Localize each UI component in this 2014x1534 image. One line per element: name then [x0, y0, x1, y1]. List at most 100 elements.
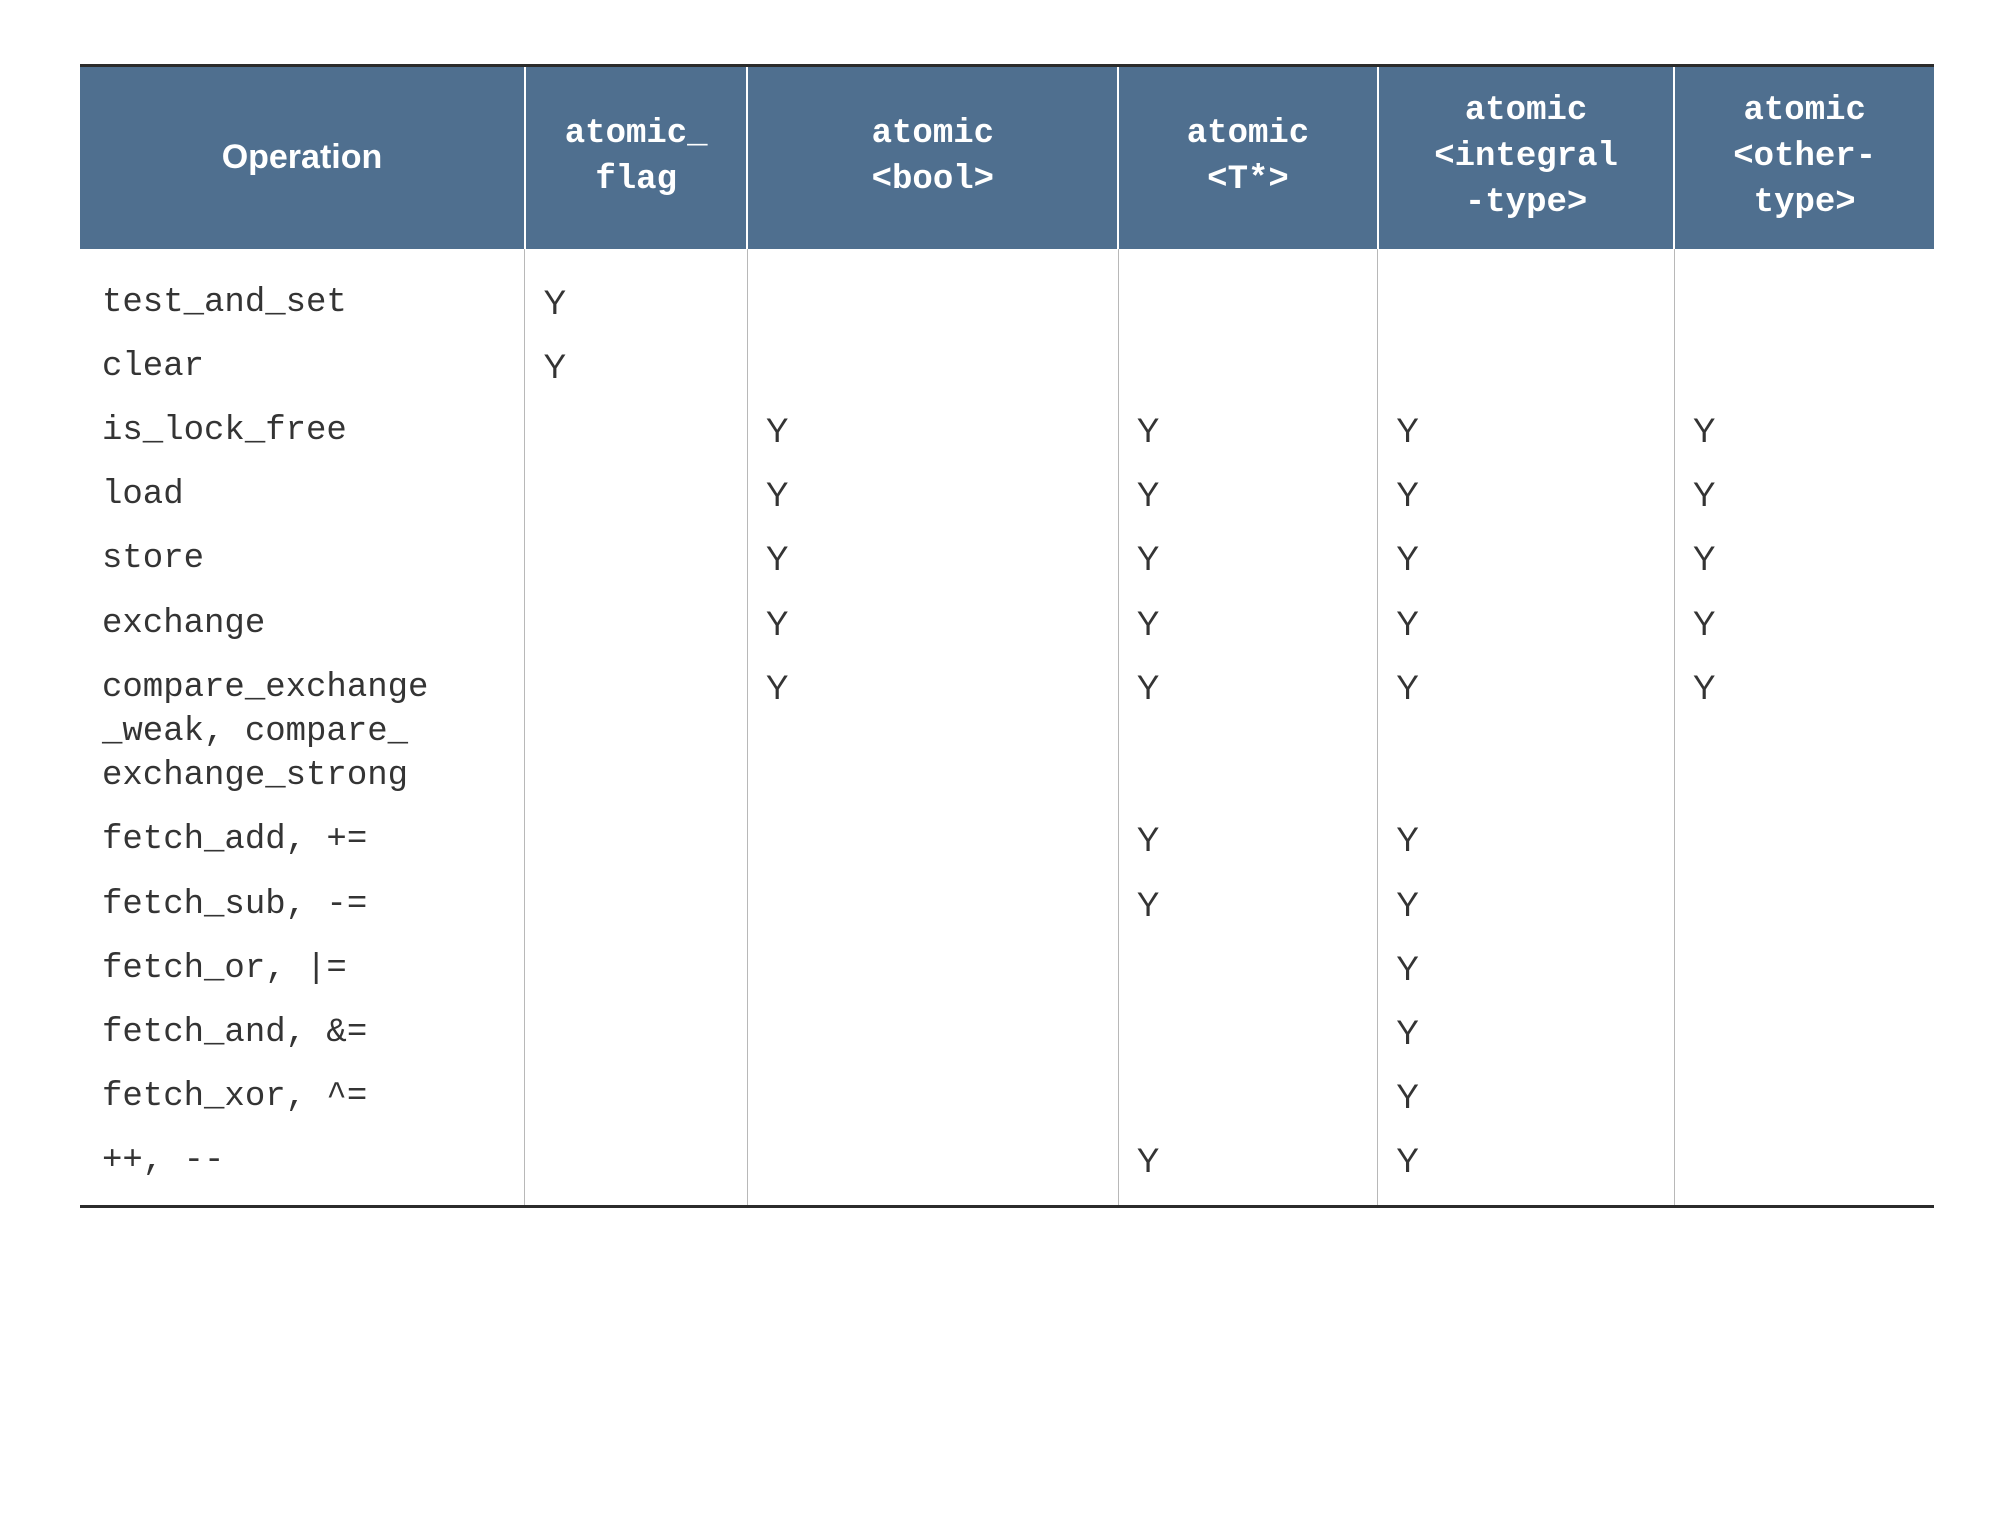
support-cell	[525, 517, 747, 581]
support-cell: Y	[1118, 517, 1378, 581]
operation-cell: compare_exchange _weak, compare_ exchang…	[80, 646, 525, 799]
col-header: atomic_ flag	[525, 66, 747, 249]
support-cell: Y	[1674, 453, 1934, 517]
table-row: clearY	[80, 325, 1934, 389]
support-cell: Y	[747, 582, 1118, 646]
col-header: atomic <integral -type>	[1378, 66, 1675, 249]
support-cell: Y	[1378, 1119, 1675, 1207]
support-cell: Y	[1378, 798, 1675, 862]
support-cell	[525, 582, 747, 646]
col-header-operation: Operation	[80, 66, 525, 249]
table-head: Operationatomic_ flagatomic <bool>atomic…	[80, 66, 1934, 249]
operation-cell: fetch_add, +=	[80, 798, 525, 862]
support-cell	[1674, 325, 1934, 389]
support-cell: Y	[1378, 646, 1675, 799]
support-cell	[1674, 991, 1934, 1055]
support-cell: Y	[1378, 517, 1675, 581]
support-cell	[1118, 325, 1378, 389]
table-row: fetch_xor, ^= Y	[80, 1055, 1934, 1119]
support-cell: Y	[747, 453, 1118, 517]
support-cell: Y	[1378, 991, 1675, 1055]
support-cell: Y	[1674, 582, 1934, 646]
support-cell: Y	[1118, 798, 1378, 862]
support-cell: Y	[1118, 453, 1378, 517]
support-cell: Y	[525, 249, 747, 325]
table-row: fetch_or, |= Y	[80, 927, 1934, 991]
support-cell: Y	[1378, 389, 1675, 453]
operation-cell: load	[80, 453, 525, 517]
support-cell	[1674, 798, 1934, 862]
table-row: loadYYYY	[80, 453, 1934, 517]
operation-cell: clear	[80, 325, 525, 389]
operation-cell: ++, --	[80, 1119, 525, 1207]
support-cell: Y	[1674, 646, 1934, 799]
support-cell	[747, 863, 1118, 927]
support-cell: Y	[1118, 1119, 1378, 1207]
support-cell	[1674, 863, 1934, 927]
support-cell	[1674, 249, 1934, 325]
support-cell: Y	[1378, 863, 1675, 927]
support-cell: Y	[747, 517, 1118, 581]
support-cell	[1118, 1055, 1378, 1119]
table-row: exchangeYYYY	[80, 582, 1934, 646]
operation-cell: fetch_or, |=	[80, 927, 525, 991]
table-row: is_lock_freeYYYY	[80, 389, 1934, 453]
support-cell: Y	[1674, 517, 1934, 581]
support-cell	[525, 646, 747, 799]
header-row: Operationatomic_ flagatomic <bool>atomic…	[80, 66, 1934, 249]
operation-cell: fetch_sub, -=	[80, 863, 525, 927]
table-body: test_and_setYclearYis_lock_freeYYYYloadY…	[80, 249, 1934, 1207]
page: Operationatomic_ flagatomic <bool>atomic…	[0, 0, 2014, 1534]
support-cell	[1674, 1055, 1934, 1119]
support-cell	[1674, 927, 1934, 991]
support-cell: Y	[1118, 646, 1378, 799]
support-cell: Y	[1118, 582, 1378, 646]
table-row: fetch_sub, -= YY	[80, 863, 1934, 927]
support-cell	[1118, 991, 1378, 1055]
support-cell	[747, 249, 1118, 325]
support-cell: Y	[747, 646, 1118, 799]
table-row: fetch_and, &= Y	[80, 991, 1934, 1055]
operation-cell: fetch_xor, ^=	[80, 1055, 525, 1119]
support-cell	[747, 1055, 1118, 1119]
atomic-operations-table: Operationatomic_ flagatomic <bool>atomic…	[80, 64, 1934, 1208]
support-cell: Y	[1674, 389, 1934, 453]
operation-cell: is_lock_free	[80, 389, 525, 453]
support-cell	[525, 863, 747, 927]
support-cell: Y	[747, 389, 1118, 453]
support-cell	[525, 991, 747, 1055]
support-cell	[1378, 325, 1675, 389]
support-cell	[1674, 1119, 1934, 1207]
support-cell: Y	[1378, 582, 1675, 646]
support-cell	[525, 389, 747, 453]
support-cell: Y	[1378, 453, 1675, 517]
table-row: compare_exchange _weak, compare_ exchang…	[80, 646, 1934, 799]
support-cell	[525, 1119, 747, 1207]
support-cell	[525, 927, 747, 991]
support-cell	[525, 1055, 747, 1119]
support-cell	[525, 453, 747, 517]
support-cell: Y	[1378, 1055, 1675, 1119]
support-cell: Y	[1378, 927, 1675, 991]
operation-cell: exchange	[80, 582, 525, 646]
col-header: atomic <T*>	[1118, 66, 1378, 249]
support-cell	[747, 927, 1118, 991]
support-cell	[1378, 249, 1675, 325]
operation-cell: test_and_set	[80, 249, 525, 325]
table-row: ++, -- YY	[80, 1119, 1934, 1207]
support-cell: Y	[1118, 389, 1378, 453]
support-cell	[525, 798, 747, 862]
col-header: atomic <bool>	[747, 66, 1118, 249]
support-cell	[1118, 249, 1378, 325]
col-header: atomic <other- type>	[1674, 66, 1934, 249]
operation-cell: store	[80, 517, 525, 581]
support-cell	[747, 991, 1118, 1055]
operation-cell: fetch_and, &=	[80, 991, 525, 1055]
table-row: test_and_setY	[80, 249, 1934, 325]
table-row: storeYYYY	[80, 517, 1934, 581]
support-cell	[747, 325, 1118, 389]
support-cell	[747, 798, 1118, 862]
support-cell: Y	[1118, 863, 1378, 927]
support-cell	[1118, 927, 1378, 991]
support-cell	[747, 1119, 1118, 1207]
